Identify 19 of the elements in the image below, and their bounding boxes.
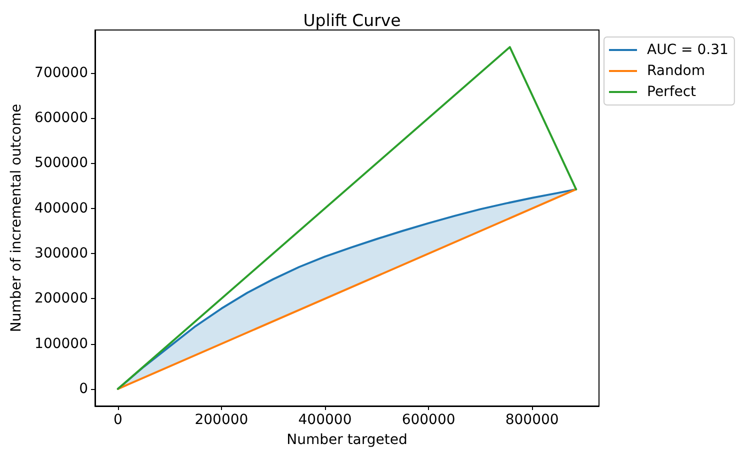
y-tick-label: 400000: [34, 200, 88, 216]
x-tick-label: 800000: [505, 412, 559, 428]
x-tick-label: 600000: [402, 412, 456, 428]
y-tick-label: 500000: [34, 155, 88, 172]
y-tick-label: 300000: [34, 245, 88, 262]
x-tick-label: 400000: [298, 412, 352, 428]
y-tick-label: 700000: [34, 64, 88, 81]
y-tick-label: 100000: [34, 336, 88, 352]
y-tick-label: 600000: [34, 110, 88, 126]
x-tick-label: 0: [113, 412, 122, 428]
y-axis-title: Number of incremental outcome: [8, 104, 25, 332]
legend-label: AUC = 0.31: [647, 42, 728, 58]
x-tick-label: 200000: [194, 412, 248, 428]
chart-title: Uplift Curve: [303, 11, 401, 30]
legend-label: Perfect: [647, 84, 697, 100]
legend-label: Random: [647, 63, 705, 79]
x-axis-title: Number targeted: [286, 432, 408, 448]
y-tick-label: 200000: [34, 290, 88, 307]
y-tick-label: 0: [79, 380, 88, 397]
